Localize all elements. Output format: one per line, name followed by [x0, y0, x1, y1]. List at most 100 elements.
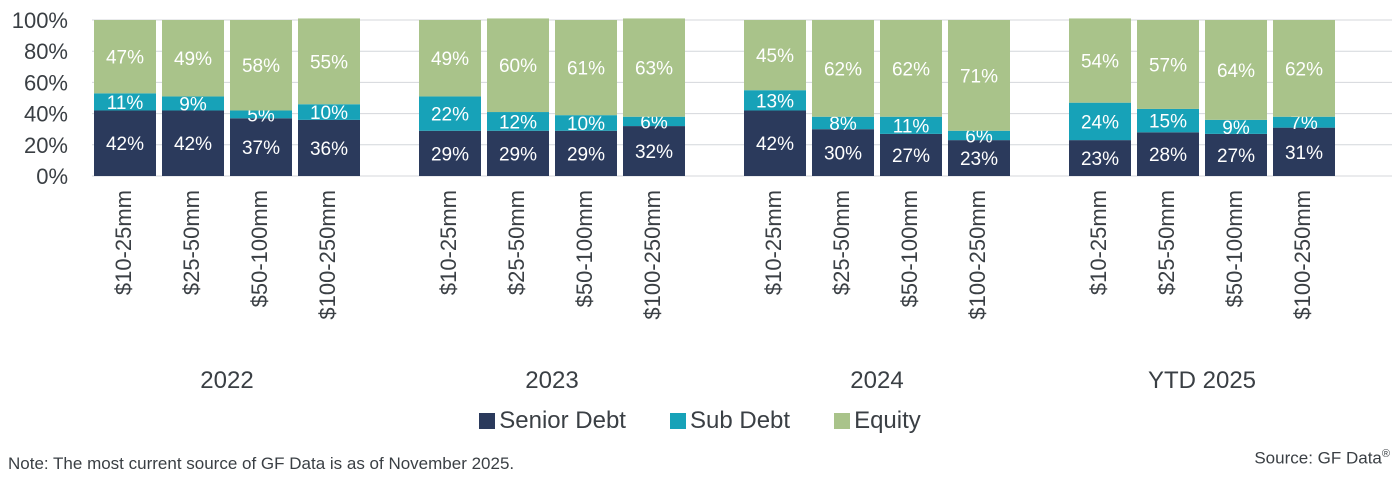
x-group-label: 2024 [850, 367, 903, 394]
data-label-senior: 30% [824, 144, 862, 165]
x-group-label: YTD 2025 [1148, 367, 1256, 394]
data-label-equity: 57% [1149, 55, 1187, 76]
data-label-equity: 47% [106, 48, 144, 69]
bar-segment-equity [1069, 18, 1131, 103]
y-tick-label: 100% [12, 8, 68, 33]
data-label-equity: 64% [1217, 61, 1255, 82]
data-label-sub: 9% [179, 94, 207, 115]
source-text: Source: GF Data [1254, 448, 1382, 468]
data-label-sub: 6% [640, 112, 668, 133]
bar-segment-sub [623, 116, 685, 127]
bar-segment-senior [230, 118, 292, 176]
x-category-label: $10-25mm [111, 190, 136, 295]
bar-segment-sub [298, 104, 360, 120]
x-category-label: $50-100mm [897, 190, 922, 307]
y-tick-label: 0% [36, 164, 68, 189]
data-label-senior: 36% [310, 139, 348, 160]
bar-segment-sub [1205, 119, 1267, 134]
bar-segment-sub [555, 115, 617, 131]
bar-segment-equity [487, 18, 549, 113]
bar-segment-senior [487, 130, 549, 176]
data-label-equity: 54% [1081, 52, 1119, 73]
x-category-label: $50-100mm [1222, 190, 1247, 307]
data-label-senior: 27% [892, 146, 930, 167]
data-label-equity: 62% [892, 59, 930, 80]
data-label-sub: 8% [829, 114, 857, 135]
data-label-equity: 49% [431, 49, 469, 70]
x-category-label: $25-50mm [829, 190, 854, 295]
y-tick-label: 40% [24, 102, 68, 127]
bar-segment-equity [1205, 20, 1267, 120]
x-category-label: $25-50mm [179, 190, 204, 295]
legend-label-sub-debt: Sub Debt [689, 407, 791, 434]
x-group-label: 2023 [525, 367, 578, 394]
bar-segment-equity [812, 20, 874, 117]
data-label-senior: 27% [1217, 146, 1255, 167]
data-label-sub: 12% [499, 112, 537, 133]
bar-segment-equity [298, 18, 360, 105]
data-label-senior: 29% [567, 144, 605, 165]
bar-segment-sub [1137, 108, 1199, 133]
x-category-label: $10-25mm [761, 190, 786, 295]
bar-segment-sub [1273, 116, 1335, 128]
data-label-equity: 45% [756, 46, 794, 67]
stacked-bar-chart: 0% 20% 40% 60% 80% 100% 42% 11% 47% $10-25mm 42% 9%… [12, 8, 1392, 394]
data-label-senior: 31% [1285, 143, 1323, 164]
data-label-sub: 13% [756, 91, 794, 112]
data-label-sub: 7% [1290, 113, 1318, 134]
data-label-equity: 62% [1285, 59, 1323, 80]
bar-segment-senior [948, 140, 1010, 176]
data-label-equity: 61% [567, 59, 605, 80]
data-label-senior: 28% [1149, 145, 1187, 166]
data-label-sub: 11% [107, 93, 144, 114]
bar-segment-senior [1069, 140, 1131, 176]
x-category-label: $100-250mm [315, 190, 340, 320]
data-label-senior: 29% [431, 144, 469, 165]
bar-segment-equity [1273, 20, 1335, 117]
data-label-sub: 15% [1149, 112, 1187, 133]
x-group-label: 2022 [200, 367, 253, 394]
x-category-label: $25-50mm [504, 190, 529, 295]
bar-segment-senior [744, 110, 806, 176]
chart-legend: Senior Debt Sub Debt Equity [0, 404, 1400, 438]
x-category-label: $10-25mm [1086, 190, 1111, 295]
x-category-label: $50-100mm [247, 190, 272, 307]
bar-segment-equity [1137, 20, 1199, 109]
bar-segment-sub [162, 96, 224, 111]
legend-item-sub-debt: Sub Debt [669, 407, 791, 435]
bar-segment-senior [555, 130, 617, 176]
bar-segment-sub [812, 116, 874, 130]
y-tick-label: 80% [24, 39, 68, 64]
x-category-label: $10-25mm [436, 190, 461, 295]
bar-segment-senior [880, 133, 942, 176]
bar-segment-sub [744, 90, 806, 111]
bar-segment-sub [948, 130, 1010, 141]
data-label-equity: 49% [174, 49, 212, 70]
data-label-sub: 24% [1081, 112, 1119, 133]
x-category-label: $100-250mm [640, 190, 665, 320]
bar-segment-equity [419, 20, 481, 97]
x-category-label: $25-50mm [1154, 190, 1179, 295]
data-label-senior: 37% [242, 138, 280, 159]
x-category-label: $50-100mm [572, 190, 597, 307]
bar-segment-senior [419, 130, 481, 176]
bar-segment-equity [623, 18, 685, 117]
data-label-equity: 63% [635, 59, 673, 80]
registered-mark: ® [1381, 448, 1390, 460]
data-label-senior: 32% [635, 142, 673, 163]
data-label-equity: 58% [242, 56, 280, 77]
source-credit: Source: GF Data® [1254, 448, 1390, 469]
bar-segment-sub [230, 110, 292, 119]
y-tick-label: 60% [24, 70, 68, 95]
bar-segment-equity [555, 20, 617, 116]
bar-segment-sub [94, 93, 156, 111]
data-label-sub: 5% [247, 105, 275, 126]
legend-swatch-senior-debt [479, 413, 496, 429]
bar-segment-equity [94, 20, 156, 94]
bar-segment-senior [94, 110, 156, 176]
legend-item-senior-debt: Senior Debt [479, 407, 626, 435]
bar-segment-senior [1273, 127, 1335, 176]
data-label-sub: 10% [310, 103, 348, 124]
footnote: Note: The most current source of GF Data… [8, 454, 515, 473]
data-label-senior: 23% [1081, 149, 1119, 170]
